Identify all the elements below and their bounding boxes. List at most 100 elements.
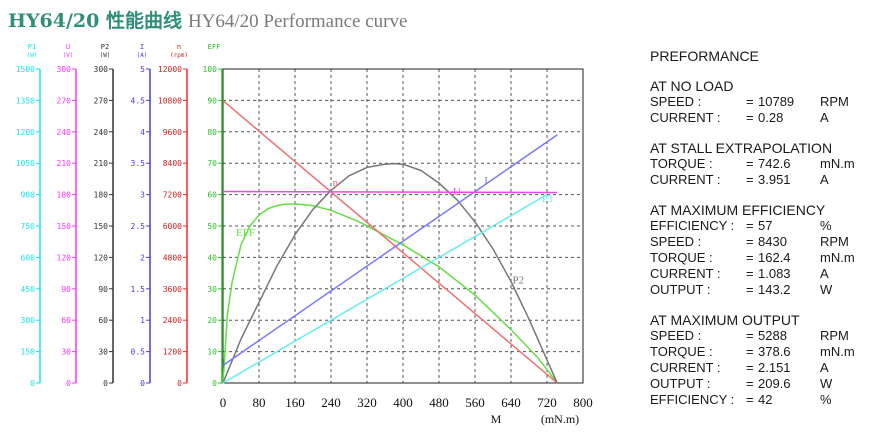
- x-tick-label: 480: [429, 395, 449, 410]
- y-tick-label-n: 12000: [158, 65, 182, 74]
- plot-frame: [222, 68, 584, 384]
- x-tick-label: 640: [501, 395, 521, 410]
- spec-label: EFFICIENCY :: [650, 392, 735, 407]
- spec-equals: =: [746, 282, 754, 297]
- y-tick-label-u: 120: [57, 253, 72, 262]
- x-tick-label: 560: [465, 395, 485, 410]
- curve-label-p1: P1: [542, 193, 554, 205]
- spec-row: SPEED : = 8430 RPM: [650, 234, 866, 250]
- spec-section-heading: AT MAXIMUM OUTPUT: [650, 312, 800, 328]
- spec-section-heading: AT MAXIMUM EFFICIENCY: [650, 202, 826, 218]
- spec-row: TORQUE : = 742.6 mN.m: [650, 156, 866, 172]
- spec-value: 3.951: [758, 172, 791, 187]
- curve-label-eff: EFF: [236, 227, 255, 239]
- y-axis-name-n: n: [177, 43, 181, 51]
- y-axis-name-p2: P2: [101, 43, 109, 51]
- spec-unit: RPM: [820, 94, 849, 109]
- spec-value: 2.151: [758, 360, 791, 375]
- spec-value: 378.6: [758, 344, 791, 359]
- y-axis-unit-p2: (W): [100, 52, 111, 59]
- spec-row: EFFICIENCY : = 42%: [650, 392, 866, 408]
- y-tick-label-eff: 100: [203, 65, 218, 74]
- y-tick-label-n: 2400: [163, 316, 182, 325]
- y-tick-label-n: 6000: [163, 222, 182, 231]
- spec-label: CURRENT :: [650, 172, 721, 187]
- spec-unit: %: [820, 218, 832, 233]
- spec-row: SPEED : = 10789 RPM: [650, 94, 866, 110]
- spec-value: 0.28: [758, 110, 784, 125]
- curve-label-p2: P2: [513, 274, 525, 286]
- spec-equals: =: [746, 360, 754, 375]
- y-tick-label-u: 270: [57, 96, 72, 105]
- spec-label: OUTPUT :: [650, 376, 711, 391]
- y-tick-label-eff: 50: [207, 222, 217, 231]
- spec-equals: =: [746, 376, 754, 391]
- x-tick-label: 800: [573, 395, 593, 410]
- y-tick-label-p1: 600: [21, 253, 36, 262]
- y-tick-label-n: 4800: [163, 253, 182, 262]
- y-tick-label-n: 8400: [163, 159, 182, 168]
- y-axis-name-u: U: [66, 43, 70, 51]
- y-tick-label-u: 30: [61, 348, 71, 357]
- spec-label: SPEED :: [650, 328, 702, 343]
- y-tick-label-p1: 1500: [16, 65, 35, 74]
- y-tick-label-n: 10800: [158, 96, 182, 105]
- y-tick-label-n: 3600: [163, 285, 182, 294]
- spec-value: 143.2: [758, 282, 791, 297]
- spec-equals: =: [746, 218, 754, 233]
- spec-label: CURRENT :: [650, 266, 721, 281]
- spec-equals: =: [746, 328, 754, 343]
- y-tick-label-p1: 1350: [16, 96, 35, 105]
- spec-label: TORQUE :: [650, 250, 713, 265]
- y-tick-label-eff: 60: [207, 191, 217, 200]
- spec-unit: A: [820, 266, 829, 281]
- spec-label: CURRENT :: [650, 110, 721, 125]
- curve-label-i: I: [484, 175, 488, 187]
- y-tick-label-i: 4.5: [131, 96, 146, 105]
- spec-unit: A: [820, 360, 829, 375]
- y-axis-unit-i: (A): [137, 52, 148, 59]
- y-tick-label-i: 3.5: [131, 159, 146, 168]
- y-tick-label-p1: 1050: [16, 159, 35, 168]
- spec-equals: =: [746, 392, 754, 407]
- spec-value: 57: [758, 218, 773, 233]
- y-tick-label-u: 60: [61, 316, 71, 325]
- y-tick-label-i: 0: [140, 379, 145, 388]
- y-tick-label-p1: 750: [21, 222, 36, 231]
- spec-value: 8430: [758, 234, 787, 249]
- y-tick-label-i: 4: [140, 128, 145, 137]
- x-tick-label: 720: [537, 395, 557, 410]
- spec-equals: =: [746, 94, 754, 109]
- y-tick-label-p2: 150: [94, 222, 109, 231]
- y-tick-label-eff: 70: [207, 159, 217, 168]
- y-tick-label-eff: 40: [207, 253, 217, 262]
- spec-value: 742.6: [758, 156, 791, 171]
- curve-eff: [222, 203, 558, 384]
- y-tick-label-i: 2: [140, 253, 145, 262]
- spec-label: TORQUE :: [650, 344, 713, 359]
- title-english: HY64/20 Performance curve: [187, 11, 408, 32]
- spec-label: EFFICIENCY :: [650, 218, 735, 233]
- spec-row: CURRENT : = 1.083 A: [650, 266, 866, 282]
- spec-unit: mN.m: [820, 250, 855, 265]
- spec-equals: =: [746, 110, 754, 125]
- y-tick-label-p1: 0: [30, 379, 35, 388]
- y-axis-unit-n: (rpm): [170, 52, 188, 59]
- y-tick-label-i: 0.5: [131, 348, 146, 357]
- x-axis-unit: (mN.m): [541, 412, 579, 426]
- spec-value: 162.4: [758, 250, 791, 265]
- spec-label: OUTPUT :: [650, 282, 711, 297]
- curve-p2: [222, 162, 558, 384]
- spec-unit: RPM: [820, 234, 849, 249]
- spec-equals: =: [746, 234, 754, 249]
- spec-row: TORQUE : = 378.6 mN.m: [650, 344, 866, 360]
- y-tick-label-eff: 90: [207, 96, 217, 105]
- y-tick-label-eff: 30: [207, 285, 217, 294]
- spec-row: CURRENT : = 3.951 A: [650, 172, 866, 188]
- y-tick-label-i: 5: [140, 65, 145, 74]
- curve-p1: [222, 193, 548, 384]
- y-tick-label-i: 1: [140, 316, 145, 325]
- y-tick-label-eff: 10: [207, 348, 217, 357]
- y-tick-label-u: 300: [57, 65, 72, 74]
- y-tick-label-p2: 180: [94, 191, 109, 200]
